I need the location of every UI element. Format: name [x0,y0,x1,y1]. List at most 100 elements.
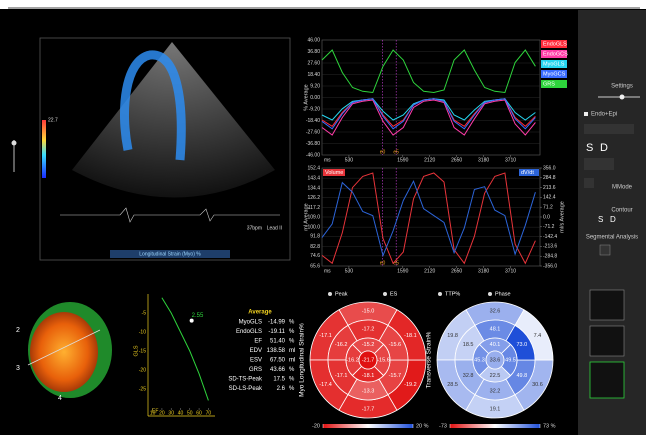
radio[interactable] [438,292,442,296]
radio[interactable] [383,292,387,296]
y-tick-label: 152.4 [307,165,320,171]
radio-label: TTP% [445,291,460,297]
legend-label: Volume [325,170,343,176]
data-point [189,318,194,323]
caption-bg [110,250,230,258]
x-tick-label: 3180 [478,268,489,274]
point-label: 2.55 [192,313,204,319]
row-value: 51.40 [270,339,286,345]
checkbox[interactable] [584,112,588,116]
y2-tick-label: -142.4 [543,234,557,240]
segment-label: 22.5 [490,373,501,379]
row-unit: % [289,320,295,326]
tool-row[interactable] [584,158,614,170]
slider-handle[interactable] [619,94,625,100]
tool-letter[interactable]: S [598,215,603,224]
tool-row[interactable] [584,124,634,134]
x-tick-label: 50 [187,410,193,416]
legend-swatch [541,80,567,88]
segment-label: 32.8 [463,373,474,379]
table-title: Average [248,310,272,316]
segment-label: -17.7 [362,406,375,412]
tool-letter[interactable]: D [600,142,608,154]
y-tick-label: 126.2 [307,195,320,201]
event-label: e5 [393,149,399,155]
y-axis-label: GLS [133,345,139,356]
segment-label: -15.7 [389,373,402,379]
row-value: 43.66 [270,367,286,373]
row-unit: % [289,329,295,335]
radio[interactable] [488,292,492,296]
colorbar-label: 73 % [543,423,556,429]
y2-tick-label: 0.0 [543,214,550,220]
echo-scale-max: 22.7 [48,117,58,123]
y-tick-label: 82.8 [310,244,320,250]
model-label: 3 [16,365,20,372]
x-tick-label: 2650 [451,268,462,274]
y2-tick-label: 142.4 [543,195,556,201]
segment-label: -15.2 [362,342,375,348]
y2-tick-label: -71.2 [543,224,555,230]
strain-overlay [119,50,186,161]
colorbar [450,424,540,428]
legend-label: EndoGCS [543,51,568,57]
checkbox-label: Endo+Epi [591,112,617,118]
y-tick-label: -27.60 [306,129,320,135]
heart-rate: 37bpm [247,225,262,231]
segment-label: -18.1 [362,373,375,379]
title-strip [0,0,646,9]
y-tick-label: 109.0 [307,214,320,220]
segment [358,350,378,370]
legend-label: MyoGCS [543,71,566,77]
average-table: Average MyoGLS -14.99 % EndoGLS -19.11 % EF 51.… [228,310,295,393]
segment-label: 49.5 [505,357,516,363]
thumbnail[interactable] [589,289,625,321]
segment-label: 18.5 [463,342,474,348]
sidebar: Settings Endo+Epi S D MMode Contour S D … [578,10,646,435]
tool-letter[interactable]: D [610,215,616,224]
row-unit: ml [289,358,295,364]
y-tick-label: -9.20 [309,106,321,112]
legend-label: MyoGLS [543,61,565,67]
x-tick-label: 530 [345,268,354,274]
tool-letter[interactable]: S [586,142,593,154]
y-tick-label: 46.00 [307,37,320,43]
thumbnail[interactable] [589,361,625,399]
tool-icon[interactable] [599,244,611,256]
segment-label: 73.0 [516,342,527,348]
row-unit: % [289,367,295,373]
legend-label: EndoGLS [543,41,567,47]
legend-label: dV/dt [521,170,534,176]
x-tick-label: 40 [178,410,184,416]
segment-label: 30.6 [532,382,543,388]
segment-label: -16.2 [335,342,348,348]
segment-label: 32.6 [490,308,501,314]
model-endo [30,312,98,392]
legend-swatch [541,70,567,78]
row-label: SD-TS-Peak [228,377,263,383]
radio[interactable] [328,292,332,296]
y-tick-label: -10 [139,329,146,335]
slider-handle[interactable] [11,140,17,146]
segment [485,350,505,370]
x-tick-label: 530 [345,157,354,163]
x-tick-label: 60 [196,410,202,416]
segment-label: 33.6 [490,357,501,363]
model-3d: 2 3 4 [16,302,112,402]
series-line [321,49,536,94]
series-line [321,179,536,258]
y2-tick-label: -284.8 [543,254,557,260]
event-label: e5 [393,260,399,266]
y2-tick-label: 356.0 [543,165,556,171]
series-line [321,98,536,130]
model-label: 2 [16,327,20,334]
y-axis-label: ml Average [303,203,309,230]
y-axis-label: % Average [303,84,309,111]
thumbnail[interactable] [589,325,625,357]
colorbar-label: -20 [312,423,320,429]
model-label: 4 [58,395,62,402]
x-tick-label: 2120 [424,157,435,163]
segment-label: -13.3 [362,388,375,394]
tool-icon[interactable] [584,178,594,188]
